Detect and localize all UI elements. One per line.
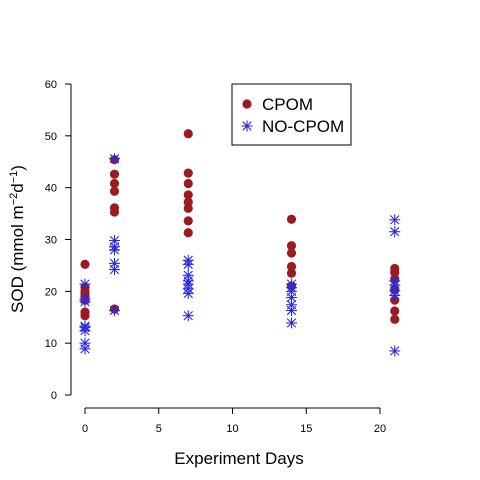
data-point-no-cpom <box>389 345 401 357</box>
x-tick-label: 10 <box>226 423 238 435</box>
legend-label-no-cpom: NO-CPOM <box>262 117 344 136</box>
x-axis-title: Experiment Days <box>174 449 303 468</box>
data-point-cpom <box>109 186 120 196</box>
y-tick-label: 0 <box>51 390 57 402</box>
data-point-cpom <box>390 306 400 316</box>
x-tick-label: 20 <box>374 423 386 435</box>
data-point-no-cpom <box>109 305 120 317</box>
data-point-no-cpom <box>79 278 91 290</box>
data-point-cpom <box>80 311 90 321</box>
data-point-cpom <box>183 228 193 238</box>
data-point-cpom <box>183 129 193 139</box>
y-axis-title: SOD (mmol m−2d−1) <box>8 165 27 313</box>
data-point-no-cpom <box>182 310 194 322</box>
data-point-cpom <box>390 314 400 324</box>
data-point-cpom <box>286 268 297 278</box>
data-point-cpom <box>183 178 193 189</box>
data-point-no-cpom <box>79 296 91 308</box>
data-point-no-cpom <box>389 226 401 238</box>
data-point-cpom <box>109 169 120 179</box>
data-point-cpom <box>183 203 193 213</box>
x-tick-label: 0 <box>82 423 88 435</box>
legend-marker-no-cpom <box>241 120 253 132</box>
axes: 0 5 10 15 20 0 10 20 30 40 50 60 <box>45 79 386 435</box>
data-point-cpom <box>286 248 297 258</box>
x-tick-label: 5 <box>156 423 162 435</box>
data-point-cpom <box>286 214 297 224</box>
data-point-cpom <box>109 178 120 189</box>
legend-marker-cpom <box>242 99 252 109</box>
data-point-cpom <box>80 259 90 269</box>
data-point-no-cpom <box>389 214 401 226</box>
data-point-no-cpom <box>79 325 91 337</box>
data-point-no-cpom <box>109 153 120 165</box>
data-point-no-cpom <box>182 287 194 299</box>
data-point-no-cpom <box>182 258 194 270</box>
data-point-cpom <box>183 216 193 226</box>
data-point-no-cpom <box>79 343 91 355</box>
data-point-no-cpom <box>109 244 120 256</box>
y-tick-label: 10 <box>45 338 57 350</box>
legend-symbol-no-cpom <box>241 120 253 132</box>
y-tick-label: 60 <box>45 79 57 91</box>
data-point-no-cpom <box>286 292 297 304</box>
y-tick-label: 30 <box>45 235 57 247</box>
y-tick-label: 50 <box>45 131 57 143</box>
y-tick-label: 20 <box>45 286 57 298</box>
x-tick-label: 15 <box>300 423 312 435</box>
data-point-no-cpom <box>109 264 120 276</box>
data-point-no-cpom <box>286 317 297 329</box>
legend-label-cpom: CPOM <box>262 95 313 114</box>
legend: CPOM NO-CPOM <box>231 83 352 146</box>
data-points <box>79 129 401 357</box>
data-point-cpom <box>183 168 193 178</box>
y-tick-label: 40 <box>45 183 57 195</box>
data-point-no-cpom <box>389 289 401 301</box>
data-point-cpom <box>109 207 120 217</box>
data-point-no-cpom <box>286 305 297 317</box>
legend-box <box>231 83 352 146</box>
legend-symbol-cpom <box>242 99 252 109</box>
